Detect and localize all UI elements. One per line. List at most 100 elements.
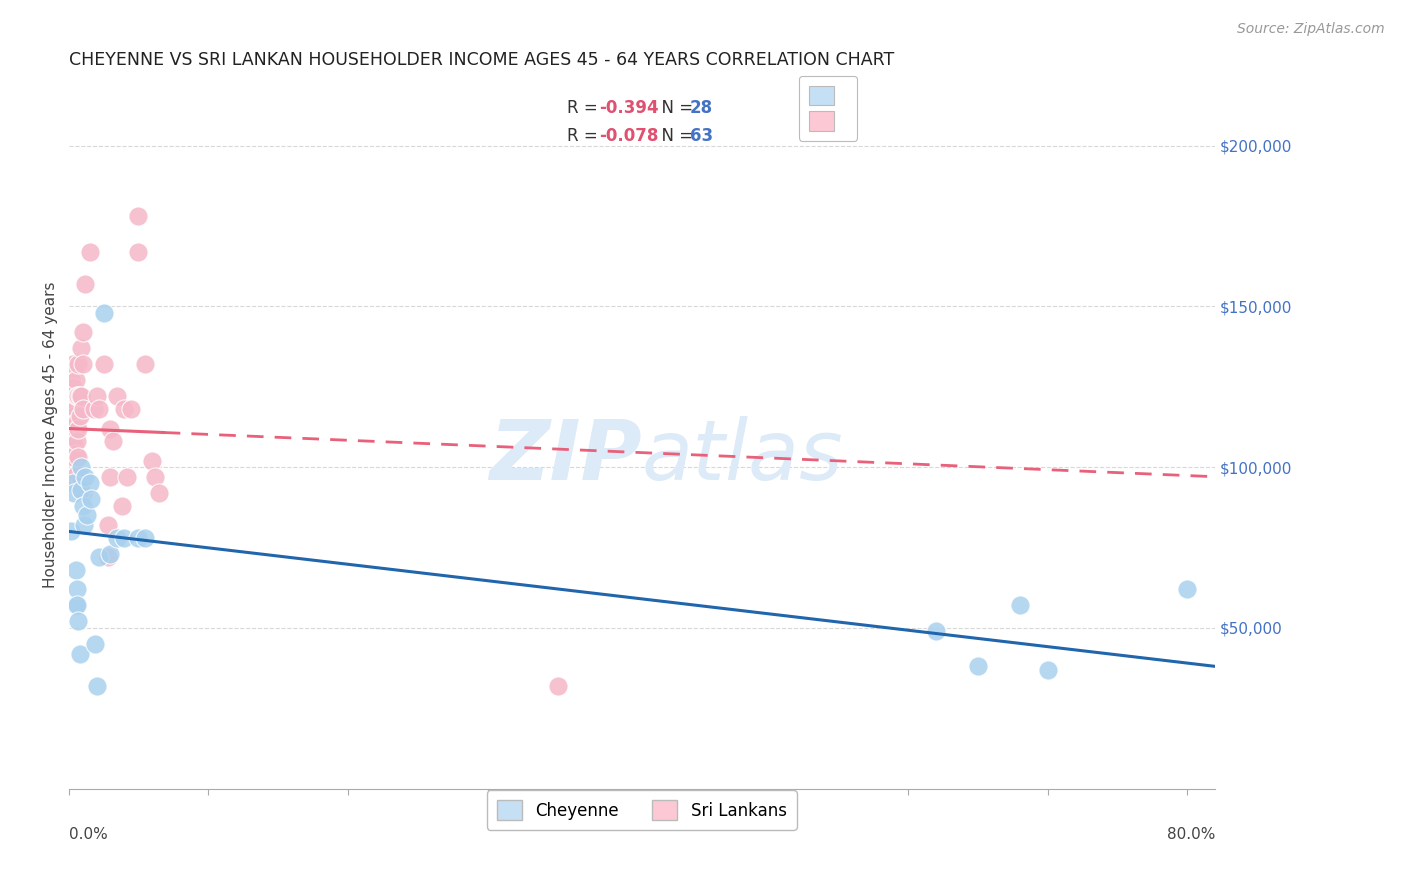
Point bbox=[62, 450, 84, 465]
Point bbox=[86, 679, 108, 693]
Point bbox=[72, 325, 94, 339]
Point bbox=[84, 637, 107, 651]
Point bbox=[100, 547, 122, 561]
Point bbox=[66, 467, 89, 481]
Point bbox=[70, 389, 93, 403]
Point bbox=[75, 277, 97, 291]
Point bbox=[65, 563, 87, 577]
Point bbox=[66, 389, 89, 403]
Point bbox=[127, 244, 149, 259]
Point bbox=[63, 425, 86, 439]
Point bbox=[65, 421, 87, 435]
Point bbox=[70, 483, 93, 497]
Point bbox=[73, 518, 96, 533]
Point bbox=[67, 421, 90, 435]
Point bbox=[97, 518, 120, 533]
Point bbox=[63, 437, 86, 451]
Point bbox=[63, 396, 86, 410]
Point bbox=[62, 415, 84, 429]
Point bbox=[83, 402, 105, 417]
Text: ZIP: ZIP bbox=[489, 416, 643, 497]
Point bbox=[107, 531, 129, 545]
Legend: Cheyenne, Sri Lankans: Cheyenne, Sri Lankans bbox=[486, 790, 797, 830]
Text: R =: R = bbox=[568, 99, 603, 117]
Point bbox=[67, 357, 90, 371]
Point bbox=[72, 357, 94, 371]
Point bbox=[66, 434, 89, 449]
Point bbox=[60, 425, 83, 439]
Y-axis label: Householder Income Ages 45 - 64 years: Householder Income Ages 45 - 64 years bbox=[44, 282, 58, 588]
Point bbox=[121, 402, 143, 417]
Point bbox=[59, 473, 82, 487]
Point bbox=[143, 469, 166, 483]
Point bbox=[60, 469, 83, 483]
Point bbox=[93, 306, 115, 320]
Point bbox=[62, 396, 84, 410]
Text: -0.394: -0.394 bbox=[599, 99, 659, 117]
Point bbox=[134, 531, 156, 545]
Point bbox=[60, 389, 83, 403]
Point bbox=[75, 469, 97, 483]
Point bbox=[148, 485, 170, 500]
Point bbox=[69, 409, 91, 423]
Point bbox=[111, 499, 134, 513]
Point bbox=[1177, 582, 1199, 597]
Text: 63: 63 bbox=[690, 127, 713, 145]
Point bbox=[1008, 599, 1031, 613]
Point bbox=[59, 409, 82, 423]
Point bbox=[114, 402, 136, 417]
Point bbox=[89, 550, 111, 565]
Text: R =: R = bbox=[568, 127, 603, 145]
Point bbox=[117, 469, 139, 483]
Point bbox=[70, 460, 93, 475]
Point bbox=[103, 434, 125, 449]
Point bbox=[65, 599, 87, 613]
Point bbox=[72, 402, 94, 417]
Point bbox=[107, 389, 129, 403]
Point bbox=[66, 415, 89, 429]
Point bbox=[72, 485, 94, 500]
Text: N =: N = bbox=[651, 99, 699, 117]
Point bbox=[62, 357, 84, 371]
Text: Source: ZipAtlas.com: Source: ZipAtlas.com bbox=[1237, 22, 1385, 37]
Point bbox=[127, 210, 149, 224]
Point bbox=[70, 341, 93, 355]
Point bbox=[62, 380, 84, 394]
Point bbox=[59, 389, 82, 403]
Point bbox=[100, 421, 122, 435]
Point bbox=[59, 425, 82, 439]
Point bbox=[72, 499, 94, 513]
Point bbox=[134, 357, 156, 371]
Text: N =: N = bbox=[651, 127, 699, 145]
Point bbox=[63, 485, 86, 500]
Point bbox=[60, 441, 83, 455]
Text: CHEYENNE VS SRI LANKAN HOUSEHOLDER INCOME AGES 45 - 64 YEARS CORRELATION CHART: CHEYENNE VS SRI LANKAN HOUSEHOLDER INCOM… bbox=[69, 51, 894, 69]
Point bbox=[79, 476, 101, 491]
Point bbox=[67, 450, 90, 465]
Point bbox=[59, 460, 82, 475]
Text: atlas: atlas bbox=[643, 416, 844, 497]
Point bbox=[60, 409, 83, 423]
Point bbox=[66, 582, 89, 597]
Point bbox=[69, 389, 91, 403]
Text: 80.0%: 80.0% bbox=[1167, 828, 1215, 842]
Point bbox=[65, 447, 87, 461]
Point bbox=[62, 434, 84, 449]
Point bbox=[924, 624, 946, 638]
Text: 28: 28 bbox=[690, 99, 713, 117]
Point bbox=[62, 476, 84, 491]
Point bbox=[100, 469, 122, 483]
Point bbox=[65, 373, 87, 387]
Point bbox=[60, 524, 83, 539]
Point bbox=[97, 550, 120, 565]
Point bbox=[76, 508, 98, 523]
Point bbox=[547, 679, 569, 693]
Point bbox=[69, 647, 91, 661]
Point bbox=[966, 659, 988, 673]
Point bbox=[1036, 663, 1059, 677]
Text: 0.0%: 0.0% bbox=[69, 828, 107, 842]
Point bbox=[65, 402, 87, 417]
Point bbox=[86, 389, 108, 403]
Point bbox=[66, 599, 89, 613]
Point bbox=[67, 615, 90, 629]
